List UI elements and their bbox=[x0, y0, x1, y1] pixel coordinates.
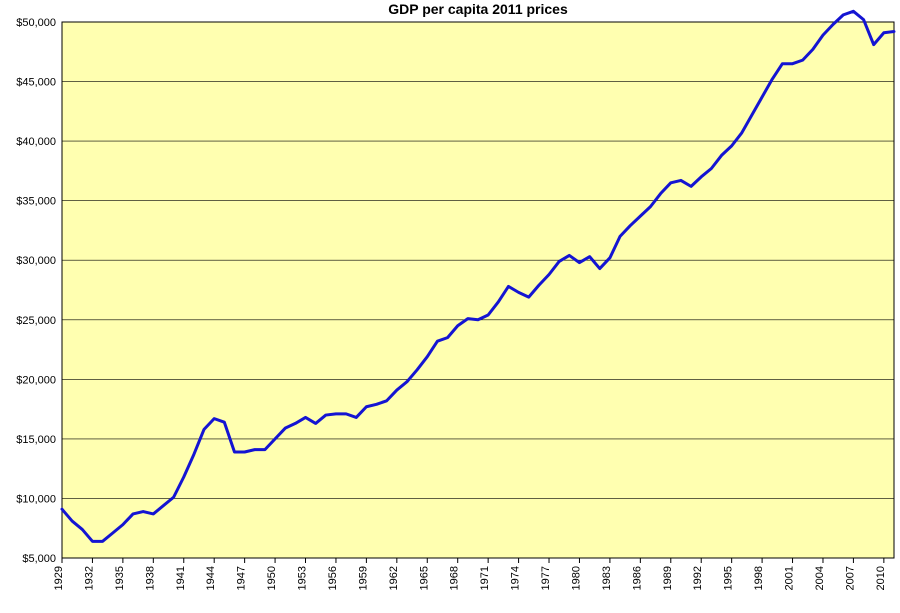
y-tick-label: $40,000 bbox=[16, 136, 56, 148]
x-tick-label: 1977 bbox=[540, 566, 552, 590]
x-tick-label: 1947 bbox=[236, 566, 248, 590]
x-tick-label: 1935 bbox=[114, 566, 126, 590]
y-tick-label: $5,000 bbox=[22, 553, 56, 565]
y-tick-label: $10,000 bbox=[16, 493, 56, 505]
x-tick-label: 2010 bbox=[875, 566, 887, 590]
x-tick-label: 1962 bbox=[388, 566, 400, 590]
chart-title: GDP per capita 2011 prices bbox=[388, 1, 568, 17]
y-tick-label: $35,000 bbox=[16, 196, 56, 208]
x-tick-label: 1959 bbox=[357, 566, 369, 590]
x-tick-label: 1974 bbox=[510, 566, 522, 590]
y-tick-label: $15,000 bbox=[16, 434, 56, 446]
x-tick-label: 1968 bbox=[449, 566, 461, 590]
x-tick-label: 1929 bbox=[53, 566, 65, 590]
x-tick-label: 1953 bbox=[297, 566, 309, 590]
x-tick-label: 1938 bbox=[144, 566, 156, 590]
x-tick-label: 1950 bbox=[266, 566, 278, 590]
x-tick-label: 1995 bbox=[723, 566, 735, 590]
chart-container: $5,000 $10,000 $15,000 $20,000 $25,000 $30,00… bbox=[0, 0, 900, 613]
y-tick-label: $50,000 bbox=[16, 17, 56, 29]
x-tick-label: 2004 bbox=[814, 566, 826, 590]
x-tick-label: 1986 bbox=[631, 566, 643, 590]
plot-area bbox=[62, 22, 894, 558]
x-tick-label: 1941 bbox=[175, 566, 187, 590]
x-tick-label: 1983 bbox=[601, 566, 613, 590]
x-tick-label: 1989 bbox=[662, 566, 674, 590]
x-tick-label: 2007 bbox=[844, 566, 856, 590]
x-tick-label: 1965 bbox=[418, 566, 430, 590]
y-tick-label: $30,000 bbox=[16, 255, 56, 267]
y-tick-label: $25,000 bbox=[16, 315, 56, 327]
x-tick-label: 1980 bbox=[570, 566, 582, 590]
y-tick-label: $45,000 bbox=[16, 77, 56, 89]
y-tick-label: $20,000 bbox=[16, 374, 56, 386]
x-tick-label: 1956 bbox=[327, 566, 339, 590]
x-tick-label: 1998 bbox=[753, 566, 765, 590]
x-tick-label: 1932 bbox=[83, 566, 95, 590]
x-tick-label: 2001 bbox=[784, 566, 796, 590]
x-tick-label: 1971 bbox=[479, 566, 491, 590]
line-chart: $5,000 $10,000 $15,000 $20,000 $25,000 $30,00… bbox=[0, 0, 900, 613]
x-tick-label: 1992 bbox=[692, 566, 704, 590]
x-tick-label: 1944 bbox=[205, 566, 217, 590]
